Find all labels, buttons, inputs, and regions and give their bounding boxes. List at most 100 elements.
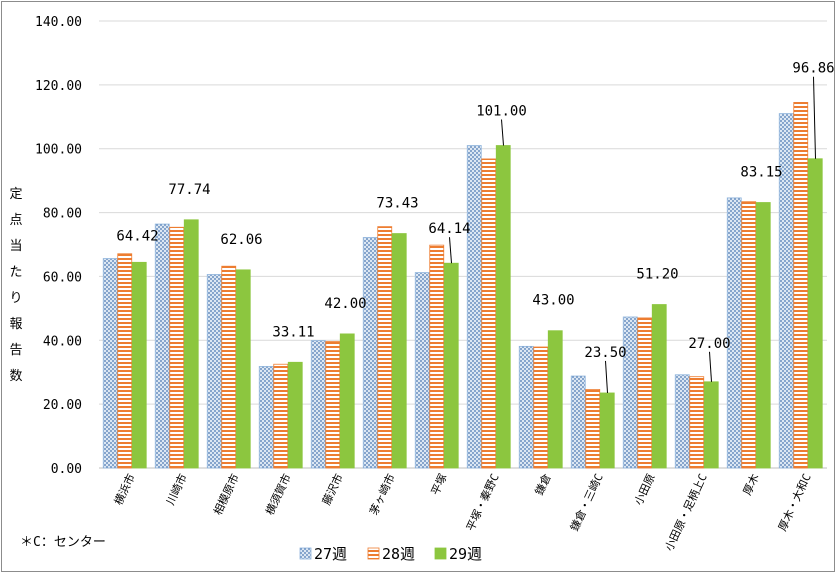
bar-28週-鎌倉・三崎C [585,389,601,469]
bar-29週-小田原・足柄上C [703,381,719,469]
y-axis-label-char: た [9,265,22,280]
y-tick-label: 80.00 [43,207,82,222]
data-label: 42.00 [324,296,366,312]
bar-29週-鎌倉 [547,330,563,469]
bar-27週-鎌倉 [518,345,534,469]
x-tick-label: 小田原・足柄上C [663,472,710,553]
bar-27週-川崎市 [154,223,170,469]
data-label: 77.74 [168,182,210,198]
x-tick-label: 川崎市 [163,471,190,507]
y-tick-label: 60.00 [43,270,82,285]
x-tick-label: 横浜市 [111,471,138,507]
y-tick-label: 40.00 [43,334,82,349]
bar-28週-平塚 [429,244,445,469]
bar-28週-横浜市 [117,253,133,469]
x-tick-label: 鎌倉・三崎C [567,471,606,533]
bar-29週-藤沢市 [339,333,355,469]
bars [102,102,823,469]
bar-27週-平塚 [414,272,430,469]
data-label: 62.06 [220,232,262,248]
x-tick-label: 藤沢市 [319,471,346,507]
legend-label: 28週 [382,545,415,563]
data-label: 64.14 [428,221,470,237]
bar-28週-横須賀市 [273,363,289,469]
data-label: 83.15 [740,165,782,181]
bar-28週-相模原市 [221,265,237,469]
bar-29週-平塚 [443,262,459,469]
x-tick-label: 厚木・大和C [775,471,814,533]
legend-swatch [299,547,312,560]
y-axis-label-char: 告 [9,343,22,358]
bar-27週-厚木・大和C [778,113,794,469]
bar-29週-相模原市 [235,269,251,469]
y-tick-label: 120.00 [35,79,82,94]
y-tick-label: 100.00 [35,143,82,158]
x-tick-label: 平塚 [429,472,450,497]
x-tick-label: 平塚・秦野C [463,471,502,533]
legend-swatch [367,547,380,560]
data-label: 73.43 [376,196,418,212]
x-tick-label: 横須賀市 [262,471,293,517]
bar-28週-鎌倉 [533,346,549,469]
x-tick-label: 相模原市 [210,471,241,517]
leader-line [501,119,504,146]
x-tick-label: 茅ヶ崎市 [366,471,397,517]
legend-label: 29週 [449,545,482,563]
bar-28週-厚木・大和C [793,102,809,469]
legend: 27週 28週 29週 [299,545,482,563]
y-axis-label-char: り [9,291,22,306]
bar-27週-相模原市 [206,274,222,469]
y-axis-label-char: 報 [9,317,22,332]
data-label: 51.20 [636,267,678,283]
bar-27週-横浜市 [102,258,118,469]
data-label: 23.50 [584,345,626,361]
bar-27週-藤沢市 [310,340,326,469]
x-tick-label: 小田原 [632,472,658,507]
bar-27週-小田原・足柄上C [674,374,690,469]
leader-line [709,351,712,382]
x-tick-labels: 横浜市 川崎市 相模原市 横須賀市 藤沢市 茅ヶ崎市 平塚 平塚・秦野C 鎌倉 鎌倉・三崎C 小田原… [111,471,814,553]
bar-28週-小田原・足柄上C [689,376,705,469]
y-axis-label-char: 定 [9,187,22,202]
bar-29週-平塚・秦野C [495,145,511,469]
bar-28週-小田原 [637,317,653,469]
data-label: 101.00 [476,104,527,120]
bar-29週-川崎市 [183,219,199,469]
bar-29週-厚木・大和C [807,158,823,469]
data-label: 64.42 [116,228,158,244]
data-label: 43.00 [532,293,574,309]
bar-29週-鎌倉・三崎C [599,392,615,469]
y-tick-label: 0.00 [51,462,82,477]
bar-27週-茅ヶ崎市 [362,237,378,469]
legend-swatch [434,547,447,560]
bar-27週-平塚・秦野C [466,145,482,469]
footnote: ＊C：センター [20,535,106,550]
leader-line [605,360,608,393]
y-axis-label-char: 当 [9,239,22,254]
bar-28週-平塚・秦野C [481,158,497,469]
x-tick-label: 鎌倉 [532,471,554,497]
y-axis-label-char: 数 [9,369,22,384]
y-tick-label: 140.00 [35,15,82,30]
bar-29週-横浜市 [131,261,147,469]
bar-27週-鎌倉・三崎C [570,375,586,469]
bar-27週-横須賀市 [258,366,274,469]
leader-line [449,237,452,264]
bar-28週-藤沢市 [325,341,341,469]
bar-29週-横須賀市 [287,361,303,469]
data-label: 33.11 [272,324,314,340]
data-label: 27.00 [688,336,730,352]
bar-29週-小田原 [651,304,667,469]
bar-29週-茅ヶ崎市 [391,233,407,469]
leader-line [813,76,816,159]
bar-29週-厚木 [755,202,771,469]
y-axis-label-char: 点 [9,213,22,228]
y-tick-labels: 0.00 20.00 40.00 60.00 80.00 100.00 120.00 140.… [35,15,82,477]
bar-28週-茅ヶ崎市 [377,226,393,469]
data-label: 96.86 [792,61,834,77]
x-tick-label: 厚木 [741,472,762,497]
bar-28週-厚木 [741,201,757,469]
